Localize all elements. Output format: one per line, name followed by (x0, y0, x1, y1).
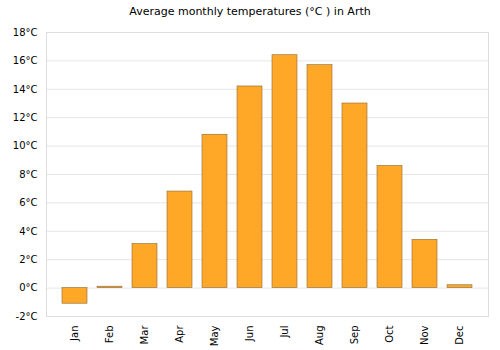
svg-text:8°C: 8°C (19, 169, 37, 180)
svg-text:12°C: 12°C (13, 112, 38, 123)
svg-text:Oct: Oct (384, 325, 395, 342)
svg-text:Jan: Jan (69, 326, 80, 342)
svg-text:10°C: 10°C (13, 140, 38, 151)
svg-text:Feb: Feb (104, 326, 115, 344)
svg-text:Aug: Aug (314, 326, 325, 346)
svg-text:0°C: 0°C (19, 282, 37, 293)
svg-text:Dec: Dec (454, 326, 465, 345)
svg-text:4°C: 4°C (19, 226, 37, 237)
svg-text:May: May (209, 325, 220, 346)
svg-text:Apr: Apr (174, 325, 185, 343)
svg-text:Jun: Jun (244, 326, 255, 343)
svg-text:16°C: 16°C (13, 55, 38, 66)
svg-text:Mar: Mar (139, 325, 150, 345)
svg-text:6°C: 6°C (19, 197, 37, 208)
svg-text:Nov: Nov (419, 325, 430, 345)
svg-text:-2°C: -2°C (16, 311, 38, 322)
html-text:Average monthly temperatures (: Average monthly temperatures (°C ) in Ar… (129, 5, 371, 18)
svg-text:Sep: Sep (349, 326, 360, 345)
svg-text:18°C: 18°C (13, 27, 38, 38)
svg-text:14°C: 14°C (13, 84, 38, 95)
svg-text:2°C: 2°C (19, 254, 37, 265)
svg-text:Jul: Jul (279, 326, 290, 339)
